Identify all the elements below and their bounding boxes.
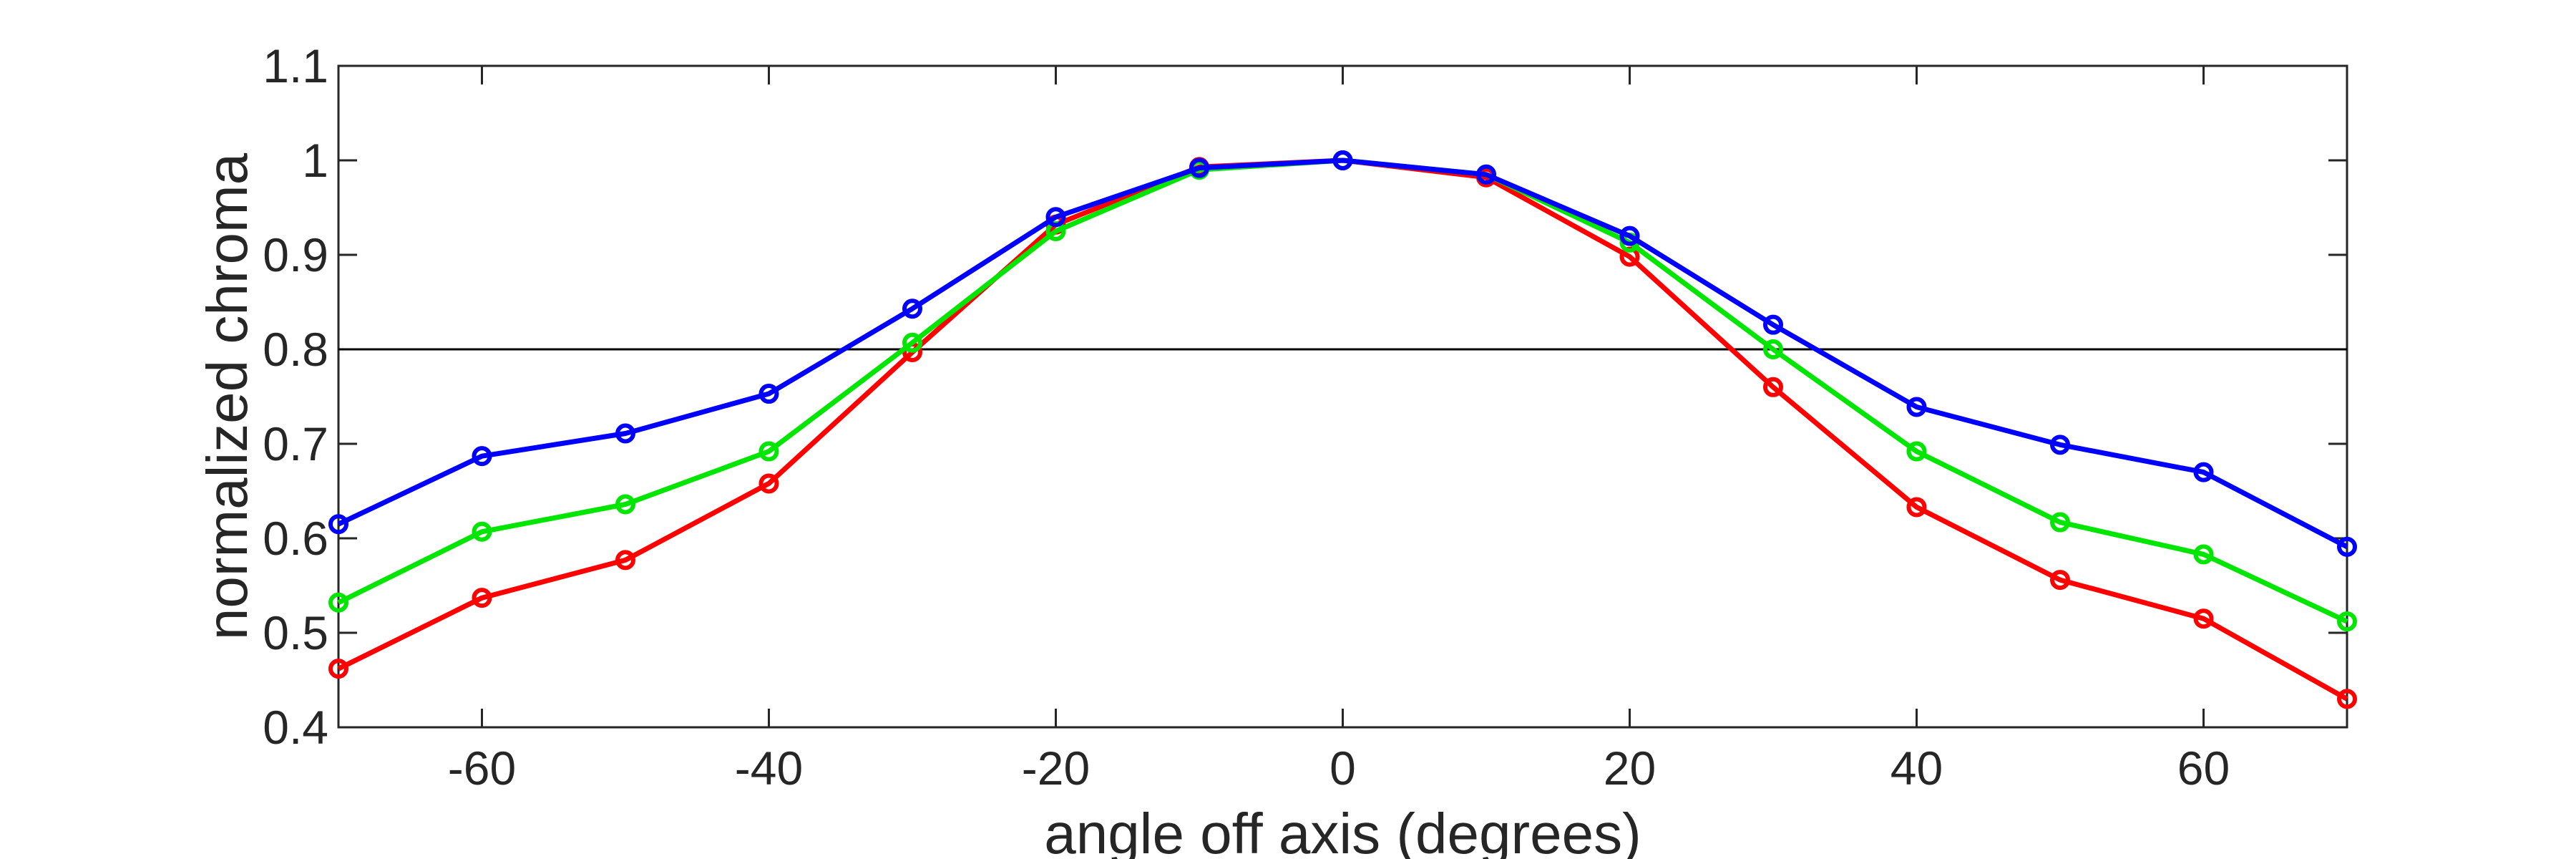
data-point: [1619, 225, 1640, 246]
data-point: [1906, 397, 1927, 417]
data-point: [472, 521, 492, 542]
data-point: [758, 473, 779, 494]
x-axis-label: angle off axis (degrees): [1044, 802, 1641, 859]
data-point: [615, 550, 635, 571]
data-point: [1189, 157, 1209, 178]
data-point: [2050, 435, 2070, 455]
data-point: [2050, 570, 2070, 591]
data-point: [615, 494, 635, 515]
data-point: [2337, 536, 2357, 557]
data-point: [758, 384, 779, 404]
data-point: [615, 423, 635, 444]
x-tick-label: -40: [735, 742, 803, 795]
data-point: [1906, 497, 1927, 518]
data-point: [1763, 377, 1783, 397]
data-point: [472, 446, 492, 467]
data-point: [328, 659, 348, 679]
data-point: [1045, 207, 1066, 228]
y-tick-label: 0.5: [263, 606, 328, 659]
y-tick-label: 0.4: [263, 701, 328, 754]
series-layer: [328, 150, 2357, 709]
x-tick-label: -60: [448, 742, 516, 795]
y-tick-label: 0.8: [263, 323, 328, 376]
y-tick-label: 0.7: [263, 417, 328, 470]
data-point: [2050, 512, 2070, 533]
data-point: [902, 332, 922, 353]
data-point: [1763, 339, 1783, 359]
data-point: [1332, 150, 1353, 170]
x-tick-label: 20: [1604, 742, 1656, 795]
data-point: [1763, 314, 1783, 335]
y-axis-label: normalized chroma: [195, 152, 259, 640]
x-tick-label: -20: [1022, 742, 1090, 795]
axes-layer: [337, 64, 2348, 729]
data-point: [2193, 544, 2214, 565]
data-point: [328, 592, 348, 613]
y-tick-label: 0.6: [263, 512, 328, 565]
y-tick-label: 1.1: [263, 39, 328, 92]
x-tick-label: 0: [1330, 742, 1356, 795]
y-tick-label: 0.9: [263, 228, 328, 281]
data-point: [2337, 689, 2357, 709]
data-point: [2337, 611, 2357, 632]
x-tick-label: 40: [1890, 742, 1943, 795]
plot-frame: [337, 64, 2348, 729]
y-tick-label: 1: [302, 134, 328, 187]
text-layer: angle off axis (degrees) normalized chro…: [195, 39, 2230, 859]
data-point: [472, 588, 492, 608]
x-tick-label: 60: [2177, 742, 2230, 795]
data-point: [1906, 441, 1927, 462]
data-point: [1476, 164, 1496, 185]
data-point: [758, 441, 779, 462]
data-point: [902, 299, 922, 319]
data-point: [2193, 608, 2214, 629]
series-line-2: [337, 157, 2348, 550]
data-point: [2193, 462, 2214, 482]
data-point: [328, 514, 348, 535]
